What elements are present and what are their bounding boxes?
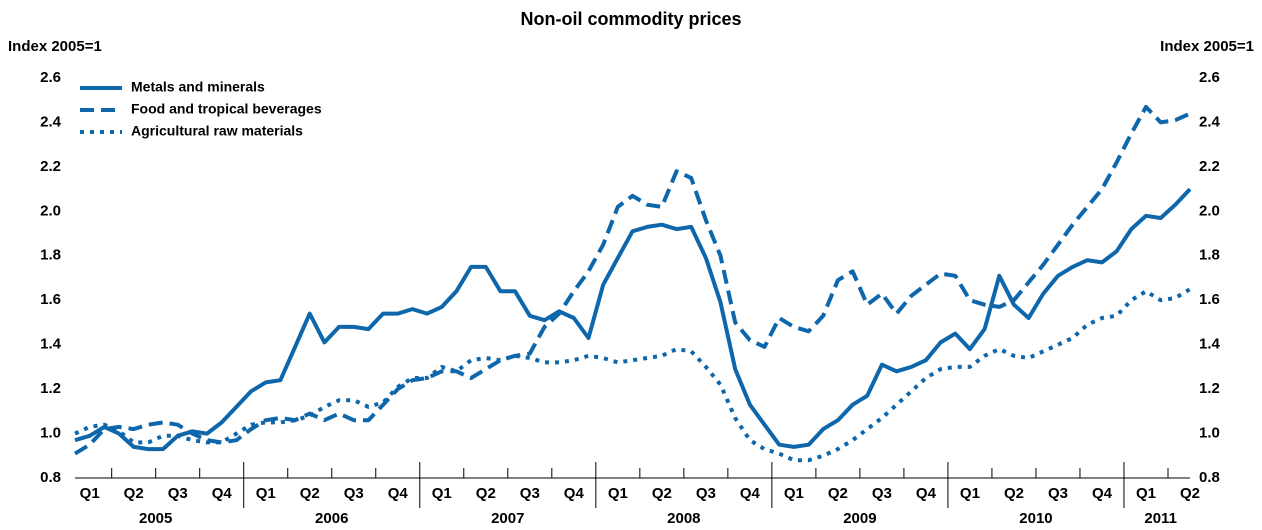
- year-label: 2008: [667, 510, 700, 527]
- x-tick-label: Q2: [124, 485, 144, 502]
- x-tick-label: Q2: [1004, 485, 1024, 502]
- series-line: [73, 104, 1191, 456]
- y-tick-label: 2.0: [40, 202, 61, 219]
- y2-tick-label: 1.2: [1199, 380, 1220, 397]
- chart-title: Non-oil commodity prices: [520, 9, 741, 29]
- x-tick-label: Q1: [1136, 485, 1156, 502]
- x-tick-label: Q1: [432, 485, 452, 502]
- x-tick-label: Q2: [828, 485, 848, 502]
- x-tick-label: Q3: [344, 485, 364, 502]
- x-tick-label: Q1: [784, 485, 804, 502]
- year-label: 2005: [139, 510, 172, 527]
- y-tick-label: 2.4: [40, 113, 62, 130]
- x-tick-label: Q4: [916, 485, 937, 502]
- x-tick-label: Q3: [168, 485, 188, 502]
- legend-label: Agricultural raw materials: [131, 123, 303, 139]
- y2-tick-label: 1.0: [1199, 425, 1220, 442]
- x-tick-label: Q1: [256, 485, 276, 502]
- year-label: 2009: [843, 510, 876, 527]
- year-label: 2011: [1144, 510, 1177, 527]
- legend-label: Food and tropical beverages: [131, 101, 322, 117]
- y2-tick-label: 1.6: [1199, 291, 1220, 308]
- y2-tick-label: 2.4: [1199, 113, 1221, 130]
- x-tick-label: Q2: [476, 485, 496, 502]
- y-axis-label: Index 2005=1: [8, 38, 102, 55]
- y2-tick-label: 2.6: [1199, 69, 1220, 86]
- x-tick-label: Q2: [1180, 485, 1200, 502]
- x-tick-label: Q4: [212, 485, 233, 502]
- x-tick-label: Q4: [564, 485, 585, 502]
- x-tick-label: Q2: [300, 485, 320, 502]
- y-tick-label: 1.4: [40, 336, 62, 353]
- y-tick-label: 2.6: [40, 69, 61, 86]
- x-tick-label: Q3: [520, 485, 540, 502]
- x-tick-label: Q2: [652, 485, 672, 502]
- x-tick-label: Q1: [80, 485, 100, 502]
- y-tick-label: 1.8: [40, 247, 61, 264]
- year-label: 2006: [315, 510, 348, 527]
- year-label: 2007: [491, 510, 524, 527]
- x-tick-label: Q4: [1092, 485, 1113, 502]
- x-tick-label: Q3: [872, 485, 892, 502]
- series-line: [74, 187, 1192, 452]
- series-line: [74, 287, 1192, 463]
- x-tick-label: Q1: [960, 485, 980, 502]
- y2-tick-label: 1.8: [1199, 247, 1220, 264]
- y2-tick-label: 0.8: [1199, 469, 1220, 486]
- x-tick-label: Q1: [608, 485, 628, 502]
- y2-tick-label: 1.4: [1199, 336, 1221, 353]
- x-tick-label: Q4: [740, 485, 761, 502]
- y2-axis-label: Index 2005=1: [1160, 38, 1254, 55]
- y-tick-label: 1.0: [40, 425, 61, 442]
- legend-label: Metals and minerals: [131, 79, 265, 95]
- x-tick-label: Q3: [696, 485, 716, 502]
- y2-tick-label: 2.2: [1199, 158, 1220, 175]
- year-label: 2010: [1019, 510, 1052, 527]
- x-tick-label: Q3: [1048, 485, 1068, 502]
- y2-tick-label: 2.0: [1199, 202, 1220, 219]
- y-tick-label: 1.6: [40, 291, 61, 308]
- x-tick-label: Q4: [388, 485, 409, 502]
- y-tick-label: 0.8: [40, 469, 61, 486]
- y-tick-label: 1.2: [40, 380, 61, 397]
- y-tick-label: 2.2: [40, 158, 61, 175]
